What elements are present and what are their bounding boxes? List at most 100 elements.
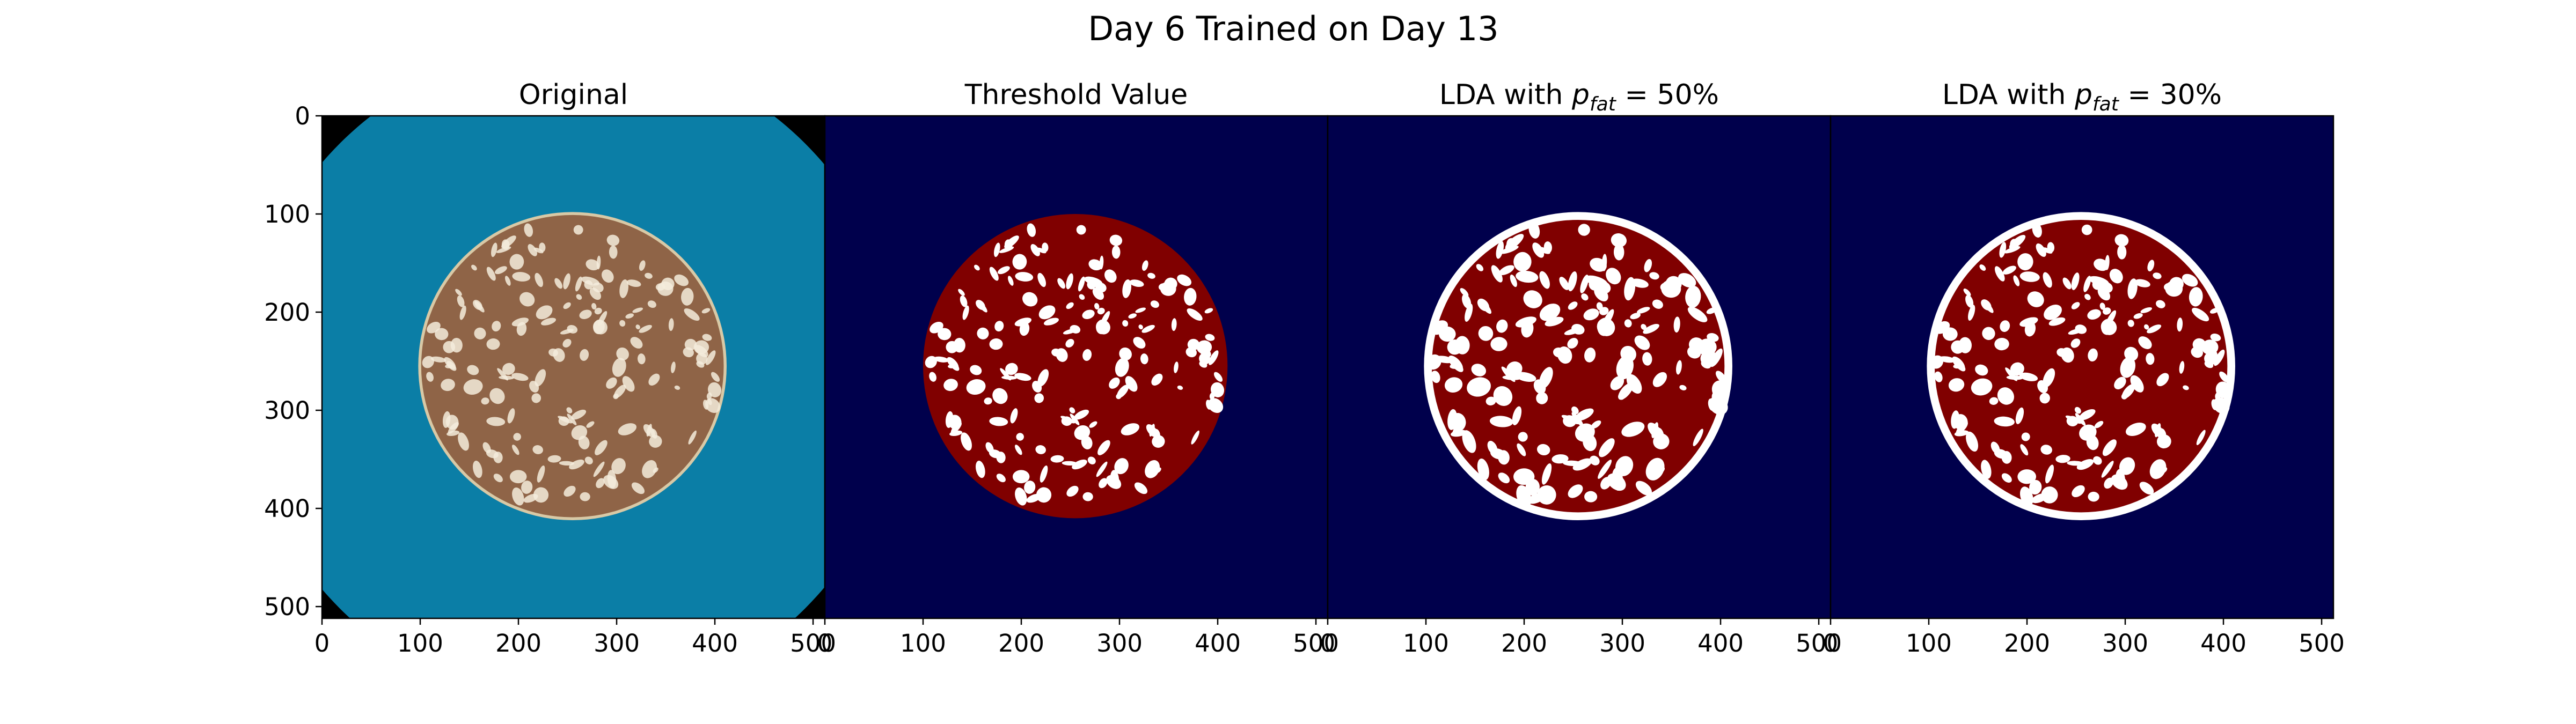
fat-blob — [535, 369, 546, 387]
fat-blob — [1012, 254, 1027, 270]
fat-blob — [564, 485, 576, 497]
fat-blob — [1679, 385, 1687, 390]
panel-image — [1831, 116, 2333, 618]
fat-blob — [499, 375, 514, 380]
fat-blob — [1451, 359, 1463, 372]
fat-blob — [512, 487, 524, 506]
fat-blob — [1496, 319, 1508, 333]
fat-blob — [2124, 346, 2139, 361]
fat-blob — [1955, 360, 1966, 372]
fat-blob — [1948, 378, 1965, 392]
fat-blob — [1153, 429, 1160, 439]
fat-blob — [1452, 420, 1466, 435]
fat-blob — [1040, 465, 1048, 483]
x-tick-label: 200 — [1501, 629, 1547, 657]
fat-blob — [1145, 460, 1160, 478]
fat-blob — [1119, 347, 1132, 361]
fat-blob — [974, 264, 980, 271]
fat-blob — [586, 259, 599, 271]
fat-blob — [2057, 348, 2067, 357]
fat-blob — [2127, 320, 2134, 327]
fat-blob — [970, 365, 982, 375]
fat-blob — [1092, 287, 1104, 300]
fat-blob — [2076, 459, 2094, 470]
fat-blob — [1994, 266, 2005, 282]
fat-blob — [2032, 223, 2042, 238]
panel-image — [322, 116, 825, 618]
fat-blob — [1121, 423, 1140, 435]
fat-blob — [463, 379, 483, 395]
fat-blob — [626, 279, 641, 287]
fat-blob — [1498, 472, 1510, 484]
fat-blob — [2036, 243, 2046, 257]
fat-blob — [1620, 345, 1636, 363]
fat-blob — [1583, 308, 1599, 321]
fat-blob — [1204, 308, 1213, 314]
fat-blob — [473, 461, 482, 478]
fat-blob — [2070, 338, 2081, 348]
fat-blob — [1643, 323, 1659, 334]
fat-blob — [1649, 272, 1659, 280]
fat-blob — [606, 377, 617, 389]
fat-blob — [1001, 375, 1017, 380]
fat-blob — [578, 435, 590, 449]
fat-blob — [1515, 372, 1536, 382]
fat-blob — [1584, 348, 1596, 363]
fat-blob — [1517, 443, 1526, 456]
fat-blob — [997, 266, 1010, 275]
fat-blob — [1035, 445, 1046, 454]
fat-blob — [1578, 224, 1590, 236]
fat-blob — [427, 321, 441, 334]
fat-blob — [989, 338, 1003, 350]
fat-blob — [639, 260, 646, 271]
fat-blob — [1711, 391, 1718, 401]
fat-blob — [2182, 274, 2198, 287]
fat-blob — [2048, 317, 2066, 326]
fat-blob — [593, 461, 605, 477]
fat-blob — [1538, 247, 1550, 254]
fat-blob — [443, 341, 456, 353]
x-tick-label: 500 — [790, 629, 836, 657]
fat-blob — [1636, 307, 1650, 314]
fat-blob — [1097, 440, 1110, 455]
fat-blob — [2074, 407, 2081, 414]
fat-blob — [1982, 327, 1995, 340]
fat-blob — [1109, 377, 1120, 389]
fat-blob — [1656, 427, 1664, 440]
fat-blob — [1066, 273, 1073, 290]
fat-blob — [711, 372, 720, 382]
panel-lda30: LDA with pfat = 30% 0 100 200 300 400 500 — [1823, 79, 2345, 657]
fat-blob — [707, 398, 712, 405]
fat-blob — [536, 305, 553, 320]
fat-blob — [632, 307, 643, 313]
fat-blob — [2120, 357, 2136, 378]
fat-blob — [2189, 287, 2203, 307]
fat-blob — [1184, 287, 1197, 306]
fat-blob — [1467, 377, 1491, 397]
fat-blob — [1568, 271, 1577, 292]
fat-blob — [1135, 307, 1146, 313]
fat-blob — [1563, 415, 1577, 427]
fat-blob — [486, 338, 500, 350]
fat-blob — [1081, 435, 1093, 449]
fat-blob — [1589, 455, 1600, 466]
fat-blob — [1116, 385, 1129, 398]
fat-blob — [1491, 265, 1503, 283]
fat-blob — [1601, 254, 1607, 271]
fat-blob — [1174, 361, 1179, 373]
fat-blob — [1615, 456, 1634, 476]
fat-blob — [1089, 421, 1097, 428]
fat-blob — [1150, 300, 1159, 308]
fat-blob — [1050, 455, 1064, 463]
fat-blob — [1499, 265, 1514, 275]
fat-blob — [1553, 347, 1565, 358]
fat-blob — [486, 417, 506, 426]
fat-blob — [531, 393, 541, 403]
x-tick-label: 100 — [1403, 629, 1449, 657]
fat-blob — [984, 397, 992, 405]
fat-blob — [1106, 475, 1122, 489]
fat-blob — [1610, 376, 1624, 390]
fat-blob — [1177, 274, 1192, 286]
fat-blob — [2191, 346, 2203, 358]
